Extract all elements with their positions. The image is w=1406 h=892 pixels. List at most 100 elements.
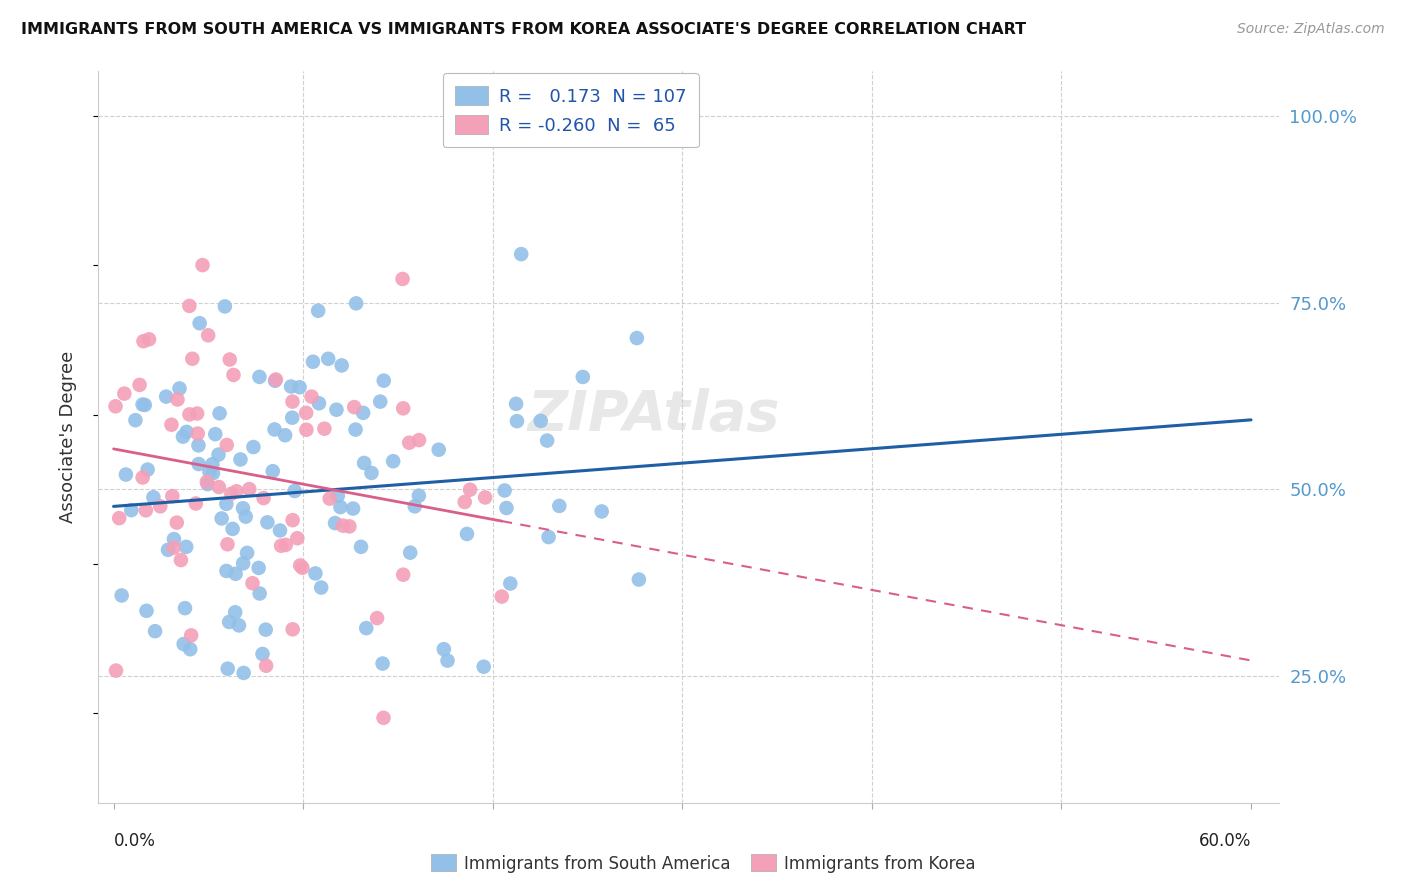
Point bbox=[332, 518, 354, 533]
Point bbox=[115, 467, 138, 482]
Point bbox=[187, 438, 209, 452]
Point bbox=[304, 566, 326, 581]
Point bbox=[186, 407, 208, 421]
Point bbox=[436, 654, 458, 668]
Point bbox=[104, 400, 127, 414]
Point bbox=[131, 470, 153, 484]
Point bbox=[301, 390, 323, 404]
Point bbox=[391, 272, 413, 286]
Point bbox=[225, 566, 247, 581]
Point bbox=[373, 711, 395, 725]
Point bbox=[458, 483, 481, 497]
Point bbox=[252, 491, 274, 505]
Point bbox=[112, 386, 135, 401]
Point bbox=[195, 475, 218, 489]
Point bbox=[330, 359, 353, 373]
Point bbox=[326, 489, 349, 503]
Point bbox=[163, 532, 186, 546]
Point bbox=[510, 247, 533, 261]
Point bbox=[225, 484, 247, 499]
Point bbox=[264, 374, 287, 388]
Point bbox=[263, 422, 285, 436]
Point bbox=[454, 495, 477, 509]
Point bbox=[280, 379, 302, 393]
Point bbox=[506, 414, 529, 428]
Point bbox=[353, 456, 375, 470]
Point bbox=[398, 435, 420, 450]
Point bbox=[433, 642, 456, 657]
Point bbox=[197, 328, 219, 343]
Point bbox=[142, 490, 165, 504]
Point bbox=[456, 527, 478, 541]
Point bbox=[314, 422, 336, 436]
Point bbox=[235, 509, 257, 524]
Point bbox=[179, 299, 201, 313]
Point bbox=[474, 491, 496, 505]
Point bbox=[316, 351, 339, 366]
Point bbox=[281, 513, 304, 527]
Point bbox=[548, 499, 571, 513]
Point bbox=[169, 382, 191, 396]
Point bbox=[491, 590, 513, 604]
Point bbox=[494, 483, 516, 498]
Point bbox=[262, 464, 284, 478]
Point bbox=[382, 454, 405, 468]
Point bbox=[249, 369, 271, 384]
Point bbox=[135, 503, 157, 517]
Point bbox=[392, 567, 415, 582]
Point bbox=[256, 516, 278, 530]
Point bbox=[307, 303, 329, 318]
Point bbox=[472, 659, 495, 673]
Point bbox=[222, 368, 245, 382]
Point bbox=[131, 397, 153, 411]
Point bbox=[373, 374, 395, 388]
Point bbox=[191, 258, 214, 272]
Point bbox=[176, 425, 198, 439]
Point bbox=[329, 500, 352, 514]
Point bbox=[228, 618, 250, 632]
Point bbox=[166, 516, 188, 530]
Point bbox=[217, 537, 239, 551]
Point bbox=[229, 452, 252, 467]
Point bbox=[536, 434, 558, 448]
Point bbox=[174, 601, 197, 615]
Point bbox=[285, 531, 308, 545]
Point bbox=[179, 642, 201, 657]
Point bbox=[354, 621, 377, 635]
Point bbox=[221, 487, 243, 501]
Point bbox=[309, 581, 332, 595]
Point bbox=[352, 406, 374, 420]
Point bbox=[201, 457, 224, 471]
Point bbox=[108, 511, 131, 525]
Point bbox=[134, 398, 156, 412]
Point bbox=[264, 372, 287, 386]
Point bbox=[247, 561, 270, 575]
Point bbox=[627, 573, 650, 587]
Point bbox=[217, 662, 239, 676]
Point bbox=[408, 433, 430, 447]
Point bbox=[252, 647, 274, 661]
Point bbox=[308, 396, 330, 410]
Point bbox=[537, 530, 560, 544]
Point bbox=[295, 423, 318, 437]
Point bbox=[204, 427, 226, 442]
Point bbox=[215, 564, 238, 578]
Text: ZIPAtlas: ZIPAtlas bbox=[527, 388, 780, 442]
Point bbox=[254, 658, 277, 673]
Point bbox=[344, 423, 367, 437]
Point bbox=[218, 352, 240, 367]
Point bbox=[170, 553, 193, 567]
Point bbox=[302, 355, 325, 369]
Point bbox=[626, 331, 648, 345]
Point bbox=[221, 522, 243, 536]
Point bbox=[155, 390, 177, 404]
Point bbox=[207, 448, 229, 462]
Text: Source: ZipAtlas.com: Source: ZipAtlas.com bbox=[1237, 22, 1385, 37]
Point bbox=[404, 500, 426, 514]
Point bbox=[208, 406, 231, 420]
Point bbox=[124, 413, 146, 427]
Point bbox=[179, 408, 201, 422]
Point bbox=[138, 332, 160, 346]
Point bbox=[274, 428, 297, 442]
Point bbox=[270, 539, 292, 553]
